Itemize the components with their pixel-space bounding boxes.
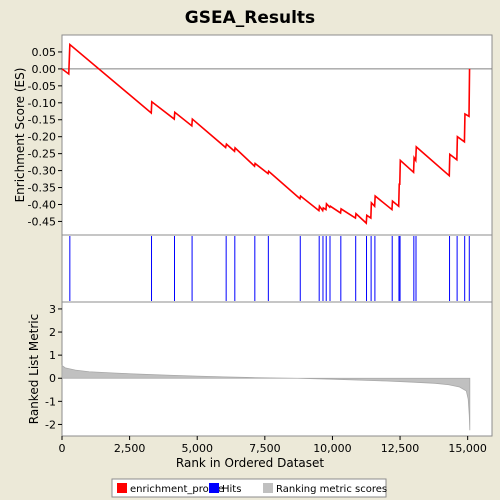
es-y-tick-label: -0.10	[28, 97, 56, 110]
legend-box	[111, 478, 387, 498]
metric-y-axis-label: Ranked List Metric	[27, 314, 41, 424]
legend-swatch	[263, 483, 273, 493]
metric-y-tick-label: 1	[49, 349, 56, 362]
x-tick-label: 10,000	[313, 442, 352, 455]
es-y-tick-label: 0.05	[32, 46, 57, 59]
metric-y-axis: 3 2 1 0 -1 -2	[45, 303, 62, 431]
x-tick-label: 5,000	[181, 442, 213, 455]
legend-label: Hits	[222, 484, 241, 495]
legend-swatch	[209, 483, 219, 493]
es-y-axis-label: Enrichment Score (ES)	[13, 68, 27, 203]
metric-y-tick-label: -2	[45, 418, 56, 431]
es-y-tick-label: -0.25	[28, 148, 56, 161]
x-axis-label: Rank in Ordered Dataset	[176, 456, 324, 470]
x-tick-label: 0	[59, 442, 66, 455]
metric-y-tick-label: 3	[49, 303, 56, 316]
metric-layer	[61, 364, 471, 431]
x-tick-label: 2,500	[114, 442, 146, 455]
chart-title: GSEA_Results	[185, 8, 315, 28]
es-y-tick-label: -0.35	[28, 182, 56, 195]
x-tick-label: 12,500	[381, 442, 420, 455]
ranking-metric-area	[61, 364, 471, 431]
x-tick-label: 7,500	[249, 442, 281, 455]
es-y-tick-label: 0.00	[32, 63, 57, 76]
legend-label: enrichment_profile	[130, 484, 224, 495]
es-panel	[61, 34, 493, 236]
es-y-tick-label: -0.15	[28, 114, 56, 127]
enrichment-profile-line	[61, 42, 471, 225]
legend-label: Ranking metric scores	[276, 484, 387, 495]
es-curve-layer	[61, 42, 471, 225]
es-y-tick-label: -0.05	[28, 80, 56, 93]
metric-y-tick-label: 2	[49, 326, 56, 339]
es-y-axis: 0.05 0.00 -0.05 -0.10 -0.15 -0.20 -0.25 -0.30 -0…	[28, 46, 62, 228]
metric-y-tick-label: -1	[45, 395, 56, 408]
x-axis: 0 2,500 5,000 7,500 10,000 12,500 15,000	[59, 436, 487, 455]
hits-panel	[61, 234, 493, 303]
x-tick-label: 15,000	[448, 442, 487, 455]
metric-y-tick-label: 0	[49, 372, 56, 385]
es-y-tick-label: -0.40	[28, 198, 56, 211]
es-y-tick-label: -0.20	[28, 131, 56, 144]
es-y-tick-label: -0.30	[28, 165, 56, 178]
es-y-tick-label: -0.45	[28, 215, 56, 228]
legend-swatch	[117, 483, 127, 493]
hits-layer	[69, 236, 470, 301]
metric-panel	[61, 301, 493, 437]
